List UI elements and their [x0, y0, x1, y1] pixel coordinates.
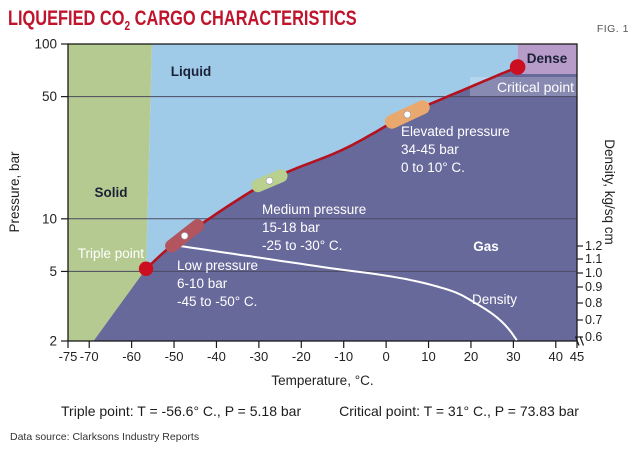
density-tick-label: 0.8 — [585, 296, 602, 310]
x-axis-title: Temperature, °C. — [271, 373, 373, 388]
region-label-gas: Gas — [473, 239, 499, 254]
plot-border — [67, 43, 578, 342]
region-liquid — [146, 44, 518, 269]
pressure-pill-elevated — [384, 100, 430, 129]
x-tick-label: -40 — [207, 349, 226, 364]
pressure-pill-low — [165, 219, 205, 253]
x-tick-label: -70 — [80, 349, 99, 364]
annotation-line: 15-18 bar — [262, 220, 320, 235]
x-tick-label: 20 — [464, 349, 478, 364]
density-tick-label: 1.2 — [585, 239, 602, 253]
density-curve-label: Density — [472, 292, 517, 307]
y-tick-label: 100 — [34, 37, 57, 52]
y-tick-label: 10 — [42, 211, 57, 226]
annotation-line: Medium pressure — [262, 202, 366, 217]
page-title: LIQUEFIED CO2 CARGO CHARACTERISTICS — [8, 7, 357, 33]
x-tick-label: 10 — [421, 349, 435, 364]
annotation-medium-pressure: Medium pressure 15-18 bar -25 to -30° C. — [262, 202, 366, 253]
region-label-liquid: Liquid — [171, 64, 212, 79]
y-tick-label: 2 — [49, 334, 57, 349]
key-points-line: Triple point: T = -56.6° C., P = 5.18 ba… — [0, 403, 640, 419]
annotation-line: Elevated pressure — [401, 124, 510, 139]
annotation-line: Low pressure — [177, 258, 258, 273]
title-text: LIQUEFIED CO — [8, 7, 125, 30]
y-axis-title: Pressure, bar — [7, 151, 22, 233]
critical-point-summary: Critical point: T = 31° C., P = 73.83 ba… — [339, 403, 579, 419]
annotation-line: 34-45 bar — [401, 142, 459, 157]
x-tick-label: -30 — [249, 349, 268, 364]
region-label-dense: Dense — [527, 51, 568, 66]
region-gas — [93, 67, 577, 341]
x-tick-label: 40 — [549, 349, 563, 364]
x-tick-label: -10 — [334, 349, 353, 364]
annotation-line: -25 to -30° C. — [262, 238, 342, 253]
density-axis-title: Density, kg/sq cm — [602, 139, 617, 245]
triple-point-dot — [138, 261, 154, 276]
title-subscript: 2 — [124, 18, 131, 34]
x-tick-label: -60 — [122, 349, 141, 364]
pressure-pill-medium — [251, 169, 288, 193]
y-tick-label: 50 — [42, 89, 57, 104]
triple-point-label: Triple point — [78, 246, 145, 261]
density-tick-label: 0.9 — [585, 280, 602, 294]
region-label-solid: Solid — [95, 185, 128, 200]
x-tick-label: -50 — [165, 349, 184, 364]
triple-point-summary: Triple point: T = -56.6° C., P = 5.18 ba… — [61, 403, 302, 419]
annotation-low-pressure: Low pressure 6-10 bar -45 to -50° C. — [177, 258, 258, 309]
critical-label-band — [470, 77, 577, 96]
annotation-line: -45 to -50° C. — [177, 294, 257, 309]
region-solid — [68, 44, 152, 341]
x-tick-label: 45 — [570, 349, 584, 364]
annotation-line: 0 to 10° C. — [401, 160, 465, 175]
pill-marker-dot — [265, 177, 274, 185]
data-source: Data source: Clarksons Industry Reports — [10, 431, 200, 443]
phase-diagram-figure: -75 -70 -60 -50 -40 -30 -20 -10 0 10 20 30 40 4510050… — [7, 37, 617, 389]
y-tick-label: 5 — [49, 264, 57, 279]
density-tick-label: 1.1 — [585, 252, 602, 266]
annotation-line: 6-10 bar — [177, 276, 228, 291]
density-tick-label: 0.6 — [585, 330, 602, 344]
pill-marker-dot — [180, 232, 189, 240]
axis-break-icon — [574, 336, 585, 346]
critical-point-label: Critical point — [497, 79, 574, 95]
critical-point-dot — [509, 59, 526, 75]
region-dense — [517, 44, 577, 74]
x-tick-label: 30 — [506, 349, 520, 364]
x-tick-label: -75 — [59, 349, 78, 364]
annotation-elevated-pressure: Elevated pressure 34-45 bar 0 to 10° C. — [401, 124, 510, 175]
density-curve — [171, 243, 518, 341]
x-tick-label: 0 — [383, 349, 390, 364]
density-tick-label: 1.0 — [585, 266, 602, 280]
figure-number: FIG. 1 — [596, 23, 629, 35]
density-tick-label: 0.7 — [585, 313, 602, 327]
title-text-2: CARGO CHARACTERISTICS — [130, 7, 357, 30]
pill-marker-dot — [403, 110, 411, 119]
x-tick-label: -20 — [292, 349, 311, 364]
